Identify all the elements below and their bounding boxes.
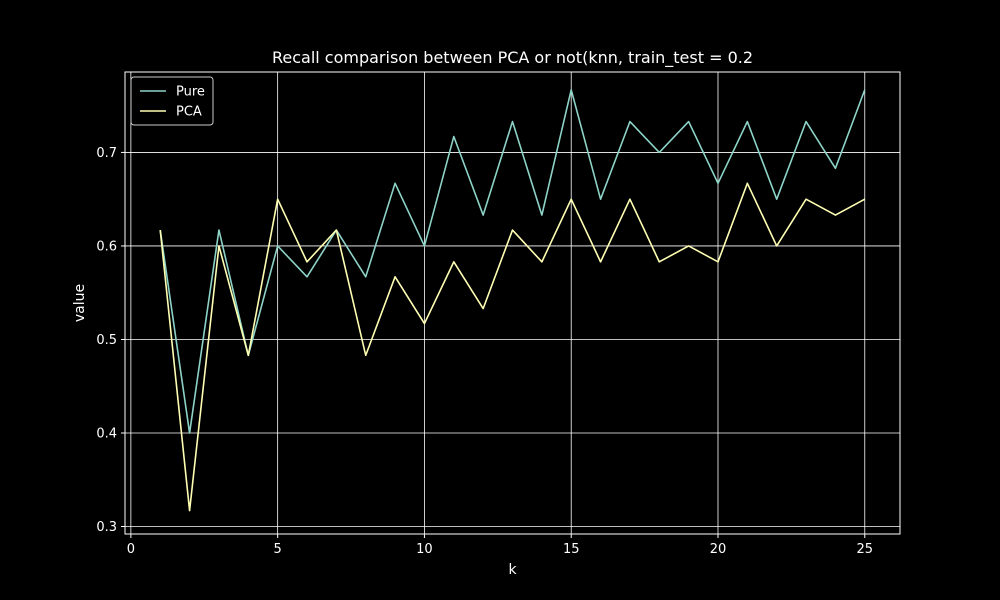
x-axis-label: k bbox=[508, 562, 517, 578]
y-tick-label: 0.6 bbox=[96, 239, 117, 254]
plot-frame bbox=[124, 71, 901, 535]
legend-label-pca: PCA bbox=[176, 105, 202, 120]
legend-box bbox=[130, 76, 214, 126]
series-line-pca bbox=[159, 182, 866, 512]
series-line-pure bbox=[159, 88, 866, 434]
legend: Pure PCA bbox=[130, 76, 214, 126]
y-tick-label: 0.5 bbox=[96, 333, 117, 348]
x-tick-label: 0 bbox=[127, 542, 135, 557]
x-tick-label: 10 bbox=[416, 542, 433, 557]
y-axis-label: value bbox=[72, 284, 88, 322]
x-tick-label: 20 bbox=[710, 542, 727, 557]
series-lines bbox=[159, 88, 866, 512]
x-tick-label: 25 bbox=[856, 542, 873, 557]
y-tick-label: 0.4 bbox=[96, 426, 117, 441]
chart-title: Recall comparison between PCA or not(knn… bbox=[272, 48, 753, 68]
y-tick-label: 0.7 bbox=[96, 146, 117, 161]
y-tick-label: 0.3 bbox=[96, 520, 117, 535]
grid bbox=[125, 72, 900, 534]
legend-label-pure: Pure bbox=[176, 85, 205, 100]
axis-ticks: 0 5 10 15 20 25 0.3 0.4 0.5 0.6 0.7 bbox=[96, 146, 873, 557]
x-tick-label: 15 bbox=[563, 542, 580, 557]
x-tick-label: 5 bbox=[274, 542, 282, 557]
